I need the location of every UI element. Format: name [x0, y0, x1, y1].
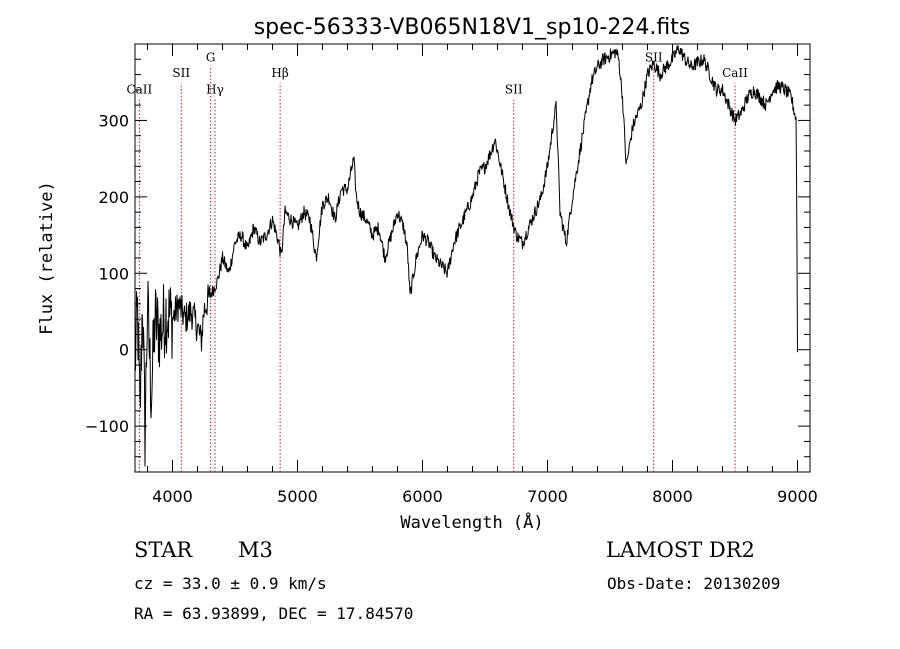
x-tick-label: 9000	[777, 487, 818, 506]
plot-border	[134, 43, 811, 473]
y-tick-label: −100	[85, 417, 129, 436]
y-tick-label: 0	[119, 341, 129, 360]
object-class: STAR	[134, 538, 193, 562]
axis-ticks: 4000 5000 6000 7000 8000 9000 −100 0 100 200 300	[85, 44, 818, 506]
spectral-line-label: SII	[645, 51, 663, 65]
spectral-line-label: SII	[172, 66, 190, 80]
survey-name: LAMOST DR2	[606, 538, 755, 562]
x-tick-label: 6000	[402, 487, 443, 506]
spectrum-series	[134, 45, 798, 467]
redshift-readout: cz = 33.0 ± 0.9 km/s	[134, 574, 327, 593]
y-axis-label: Flux (relative)	[37, 181, 57, 335]
y-tick-label: 300	[98, 111, 129, 130]
x-axis-label: Wavelength (Å)	[400, 511, 543, 533]
spectral-line-label: Hβ	[271, 66, 288, 80]
chart-title: spec-56333-VB065N18V1_sp10-224.fits	[254, 15, 691, 40]
obs-date: Obs-Date: 20130209	[607, 574, 781, 593]
x-tick-label: 4000	[152, 487, 193, 506]
object-subclass: M3	[238, 538, 273, 562]
x-tick-label: 8000	[652, 487, 693, 506]
spectrum-line	[134, 45, 798, 467]
spectral-line-label: CaII	[722, 66, 748, 80]
spectral-line-label: G	[206, 51, 216, 65]
plot-frame	[134, 43, 811, 473]
x-tick-label: 7000	[527, 487, 568, 506]
spectral-line-label: Hγ	[206, 83, 224, 97]
coordinates-readout: RA = 63.93899, DEC = 17.84570	[134, 604, 414, 623]
spectral-line-label: SII	[505, 83, 523, 97]
y-tick-label: 200	[98, 188, 129, 207]
y-tick-label: 100	[98, 264, 129, 283]
x-tick-label: 5000	[277, 487, 318, 506]
